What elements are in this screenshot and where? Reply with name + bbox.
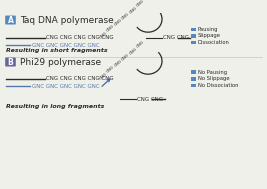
Bar: [191, 70, 196, 74]
Text: CNG: CNG: [136, 40, 145, 49]
Text: CNG: CNG: [106, 65, 116, 74]
Text: Resulting in short fragments: Resulting in short fragments: [6, 48, 108, 53]
Text: No Dissociation: No Dissociation: [198, 83, 238, 88]
Text: CNG CNG: CNG CNG: [137, 97, 163, 102]
Text: CNG CNG: CNG CNG: [163, 35, 189, 40]
Text: CNG: CNG: [106, 24, 116, 33]
Text: B: B: [8, 57, 13, 67]
Text: GNC GNC GNC GNC GNC: GNC GNC GNC GNC GNC: [32, 84, 100, 89]
Text: A: A: [7, 15, 13, 25]
Text: Pausing: Pausing: [198, 27, 218, 32]
Text: CNG: CNG: [121, 53, 130, 62]
Text: CNG: CNG: [113, 59, 123, 68]
Text: CNG: CNG: [99, 30, 108, 39]
Text: Taq DNA polymerase: Taq DNA polymerase: [20, 15, 114, 25]
Text: No Pausing: No Pausing: [198, 70, 227, 75]
Text: Slippage: Slippage: [198, 33, 221, 38]
Text: Phi29 polymerase: Phi29 polymerase: [20, 57, 101, 67]
Text: CNG: CNG: [128, 5, 138, 14]
Bar: [191, 28, 196, 31]
Text: CNG: CNG: [128, 46, 138, 55]
Text: Dissociation: Dissociation: [198, 40, 230, 45]
Text: Resulting in long fragments: Resulting in long fragments: [6, 104, 104, 109]
Bar: [191, 77, 196, 81]
Bar: [191, 41, 196, 44]
Text: CNG: CNG: [99, 71, 108, 80]
Text: CNG: CNG: [121, 12, 130, 21]
FancyBboxPatch shape: [5, 15, 16, 25]
Text: CNG CNG CNG CNG CNG: CNG CNG CNG CNG CNG: [46, 35, 114, 40]
Text: No Slippage: No Slippage: [198, 76, 230, 81]
Bar: [191, 34, 196, 38]
Text: CNG: CNG: [136, 0, 145, 8]
Bar: [191, 84, 196, 87]
Text: GNC GNC GNC GNC GNC: GNC GNC GNC GNC GNC: [32, 43, 100, 48]
Text: CNG CNG CNG CNG CNG: CNG CNG CNG CNG CNG: [46, 76, 114, 81]
Text: CNG: CNG: [113, 18, 123, 27]
FancyBboxPatch shape: [5, 58, 16, 67]
